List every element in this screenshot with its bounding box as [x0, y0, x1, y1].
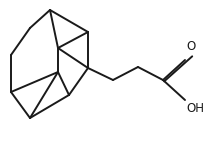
Text: O: O [186, 40, 196, 53]
Text: OH: OH [186, 102, 204, 114]
